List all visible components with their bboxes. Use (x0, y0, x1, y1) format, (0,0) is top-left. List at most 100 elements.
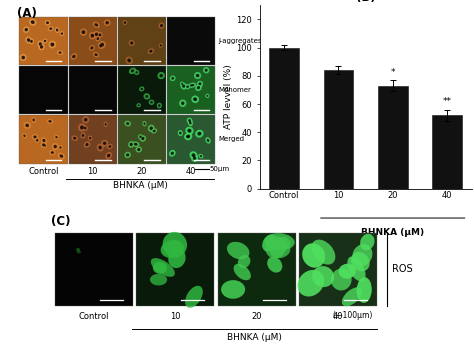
Ellipse shape (23, 122, 31, 129)
Ellipse shape (205, 137, 211, 144)
Ellipse shape (185, 286, 203, 308)
Ellipse shape (31, 117, 36, 123)
Ellipse shape (187, 129, 191, 133)
Ellipse shape (130, 42, 133, 45)
Ellipse shape (195, 130, 204, 138)
Ellipse shape (178, 130, 183, 136)
Ellipse shape (98, 43, 103, 49)
Text: BHNKA (μM): BHNKA (μM) (361, 228, 424, 237)
Ellipse shape (184, 133, 192, 140)
Ellipse shape (126, 57, 133, 64)
Ellipse shape (84, 127, 86, 130)
Ellipse shape (23, 134, 26, 137)
Ellipse shape (60, 155, 63, 158)
Ellipse shape (104, 122, 108, 127)
Bar (432, 115, 462, 189)
Ellipse shape (134, 70, 139, 75)
Ellipse shape (144, 122, 146, 125)
Text: Control: Control (78, 312, 109, 321)
Ellipse shape (150, 274, 167, 285)
Ellipse shape (91, 34, 94, 38)
Ellipse shape (21, 56, 25, 59)
Ellipse shape (262, 235, 277, 252)
Ellipse shape (41, 142, 46, 148)
Ellipse shape (93, 31, 100, 38)
Ellipse shape (54, 135, 59, 140)
Ellipse shape (207, 95, 209, 97)
Ellipse shape (84, 118, 88, 121)
Ellipse shape (193, 157, 196, 160)
Ellipse shape (54, 145, 57, 148)
Ellipse shape (91, 46, 93, 49)
Ellipse shape (160, 74, 163, 77)
Ellipse shape (146, 95, 148, 98)
Ellipse shape (234, 264, 251, 280)
Ellipse shape (312, 266, 334, 287)
Ellipse shape (44, 144, 46, 147)
Ellipse shape (124, 152, 131, 158)
Ellipse shape (52, 143, 59, 150)
Text: ROS: ROS (392, 264, 413, 275)
Ellipse shape (71, 53, 77, 60)
Text: *: * (391, 68, 395, 76)
Ellipse shape (190, 151, 198, 159)
Ellipse shape (48, 120, 52, 122)
Ellipse shape (136, 71, 138, 74)
Ellipse shape (342, 287, 362, 306)
Ellipse shape (25, 28, 28, 31)
Ellipse shape (38, 44, 45, 50)
Ellipse shape (97, 32, 103, 38)
Bar (118, 66, 166, 114)
Bar (19, 66, 68, 114)
Ellipse shape (227, 242, 249, 259)
Ellipse shape (221, 280, 245, 299)
Ellipse shape (148, 125, 155, 132)
Ellipse shape (199, 82, 201, 85)
Ellipse shape (107, 154, 110, 157)
Ellipse shape (48, 40, 56, 49)
Ellipse shape (181, 83, 183, 85)
Ellipse shape (39, 42, 42, 46)
Ellipse shape (195, 84, 202, 91)
Ellipse shape (45, 20, 51, 26)
Title: (B): (B) (356, 0, 375, 4)
Ellipse shape (88, 136, 92, 141)
Ellipse shape (89, 137, 91, 139)
Ellipse shape (205, 94, 210, 98)
Ellipse shape (190, 84, 192, 87)
Ellipse shape (109, 145, 111, 148)
Ellipse shape (82, 125, 88, 131)
Bar (269, 48, 299, 189)
Ellipse shape (137, 148, 140, 151)
Ellipse shape (179, 132, 182, 134)
Ellipse shape (149, 50, 153, 53)
Text: Control: Control (28, 168, 59, 176)
Ellipse shape (20, 54, 27, 61)
Ellipse shape (128, 58, 131, 62)
Ellipse shape (193, 98, 197, 101)
Ellipse shape (48, 26, 54, 31)
Ellipse shape (55, 27, 60, 33)
Ellipse shape (27, 38, 30, 42)
Ellipse shape (105, 152, 112, 159)
Ellipse shape (29, 38, 34, 44)
Text: 20: 20 (252, 312, 262, 321)
Ellipse shape (196, 74, 199, 77)
Ellipse shape (89, 32, 96, 39)
Ellipse shape (147, 48, 154, 54)
Ellipse shape (89, 45, 95, 51)
Ellipse shape (141, 137, 145, 140)
Text: 10: 10 (87, 168, 98, 176)
Ellipse shape (92, 22, 100, 28)
Ellipse shape (161, 240, 184, 258)
Ellipse shape (180, 83, 187, 90)
Ellipse shape (302, 243, 325, 268)
Bar (218, 233, 296, 306)
Ellipse shape (94, 53, 98, 56)
Ellipse shape (186, 86, 189, 88)
Ellipse shape (187, 118, 192, 124)
Ellipse shape (85, 143, 89, 146)
Ellipse shape (99, 44, 102, 48)
Ellipse shape (160, 24, 163, 27)
Ellipse shape (105, 123, 107, 126)
